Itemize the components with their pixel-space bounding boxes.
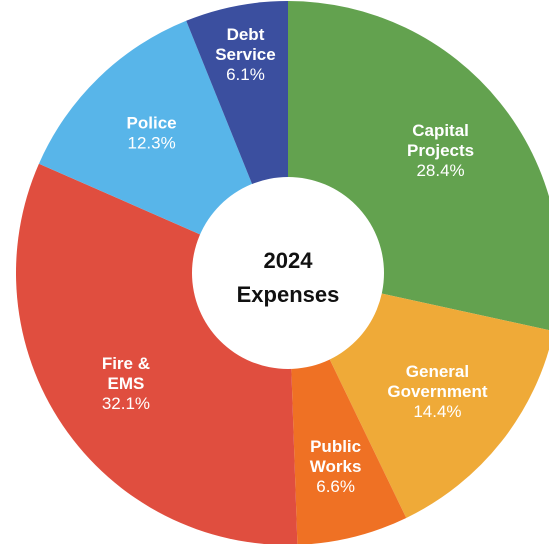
- slice-name-0-line-1: Projects: [407, 141, 474, 160]
- slice-value-4: 12.3%: [128, 133, 176, 152]
- slice-value-2: 6.6%: [316, 477, 355, 496]
- slice-name-4-line-0: Police: [127, 113, 177, 132]
- center-hole: [192, 177, 384, 369]
- slice-name-2-line-0: Public: [310, 437, 361, 456]
- slice-name-5-line-1: Service: [215, 45, 276, 64]
- slice-name-5-line-0: Debt: [227, 25, 265, 44]
- slice-value-1: 14.4%: [413, 402, 461, 421]
- slice-name-3-line-1: EMS: [107, 374, 144, 393]
- slice-name-3-line-0: Fire &: [102, 354, 150, 373]
- slice-name-1-line-1: Government: [387, 382, 487, 401]
- center-label-title: Expenses: [237, 282, 340, 307]
- slice-value-3: 32.1%: [102, 394, 150, 413]
- slice-name-1-line-0: General: [406, 362, 469, 381]
- slice-name-0-line-0: Capital: [412, 121, 469, 140]
- slice-name-2-line-1: Works: [310, 457, 362, 476]
- slice-value-0: 28.4%: [416, 161, 464, 180]
- center-label-year: 2024: [264, 248, 314, 273]
- slice-value-5: 6.1%: [226, 65, 265, 84]
